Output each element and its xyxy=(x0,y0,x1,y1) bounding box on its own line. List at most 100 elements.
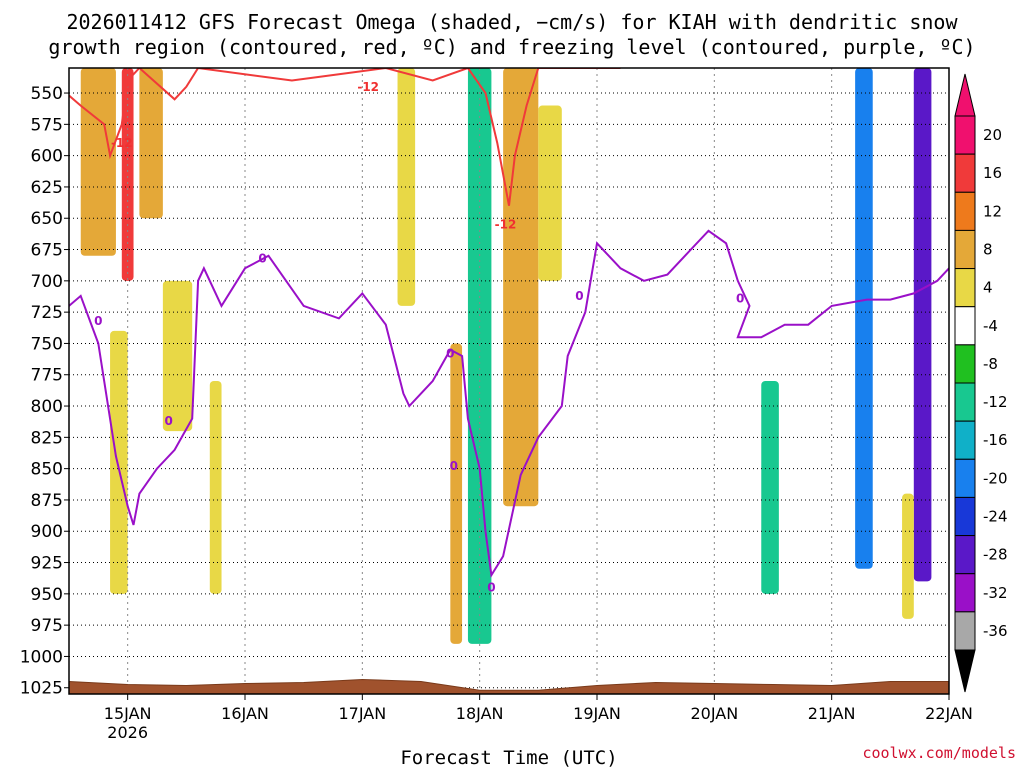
y-tick-label-975: 975 xyxy=(31,616,63,636)
colorbar-swatch-10 xyxy=(954,496,976,537)
y-tick-label-575: 575 xyxy=(31,115,63,135)
y-tick-label-775: 775 xyxy=(31,366,63,386)
freezing-contour-label: 0 xyxy=(575,289,583,303)
title-line-1: 2026011412 GFS Forecast Omega (shaded, −… xyxy=(66,10,958,34)
colorbar-swatch-0 xyxy=(954,115,976,155)
y-tick-label-700: 700 xyxy=(31,272,63,292)
omega-region-16 xyxy=(855,68,873,569)
colorbar-swatch-2 xyxy=(954,191,976,231)
y-tick-label-650: 650 xyxy=(31,209,63,229)
colorbar-swatch-9 xyxy=(954,458,976,498)
colorbar-label-7: -12 xyxy=(983,393,1008,411)
x-tick-label-16JAN: 16JAN xyxy=(221,704,269,723)
omega-region-11 xyxy=(467,68,492,644)
x-tick-label-15JAN: 15JAN xyxy=(104,704,152,723)
y-tick-label-800: 800 xyxy=(31,397,63,417)
y-tick-label-925: 925 xyxy=(31,554,63,574)
colorbar-label-4: 4 xyxy=(983,279,993,297)
omega-region-10 xyxy=(450,343,463,644)
y-tick-label-675: 675 xyxy=(31,241,63,261)
colorbar-swatch-1 xyxy=(954,153,976,193)
omega-region-7 xyxy=(350,218,363,432)
colorbar-label-11: -28 xyxy=(983,546,1008,564)
colorbar: 20 16 12 8 4 -4 -8 -12 -16 -20 -24 -28 -32 -36 xyxy=(954,73,1008,693)
x-tick-label-22JAN: 22JAN xyxy=(925,704,973,723)
y-tick-label-600: 600 xyxy=(31,147,63,167)
omega-region-13 xyxy=(538,105,562,281)
freezing-contour-label: 0 xyxy=(446,346,454,360)
x-tick-label-17JAN: 17JAN xyxy=(338,704,386,723)
plot-area: -12 -12 -12 0 0 0 0 0 0 0 0 xyxy=(69,68,949,694)
colorbar-label-1: 16 xyxy=(983,164,1002,182)
freezing-contour-label: 0 xyxy=(450,459,458,473)
colorbar-label-3: 8 xyxy=(983,241,993,259)
freezing-contour-label: 0 xyxy=(487,581,495,595)
colorbar-label-13: -36 xyxy=(983,622,1008,640)
colorbar-bottom-arrow xyxy=(954,649,976,693)
colorbar-swatch-11 xyxy=(954,535,976,575)
freezing-level-contour-line xyxy=(69,229,949,578)
colorbar-top-arrow xyxy=(954,73,976,117)
dgz-contour-line xyxy=(69,68,621,206)
plot-frame xyxy=(68,67,950,695)
x-tick-label-20JAN: 20JAN xyxy=(690,704,738,723)
colorbar-swatch-13 xyxy=(954,611,976,651)
terrain-fill xyxy=(69,678,949,694)
terrain-surface xyxy=(69,678,949,694)
colorbar-label-6: -8 xyxy=(983,355,998,373)
x-axis-label: Forecast Time (UTC) xyxy=(400,747,617,768)
omega-region-18 xyxy=(902,493,914,619)
y-tick-label-950: 950 xyxy=(31,585,63,605)
omega-region-8 xyxy=(397,68,416,306)
x-tick-label-21JAN: 21JAN xyxy=(808,704,856,723)
y-tick-label-1000: 1000 xyxy=(20,647,63,667)
omega-region-4 xyxy=(162,280,193,432)
omega-region-6 xyxy=(92,305,105,507)
y-tick-label-1025: 1025 xyxy=(20,679,63,699)
colorbar-swatch-7 xyxy=(954,382,976,422)
omega-region-15 xyxy=(761,381,779,594)
dgz-contour-label: -12 xyxy=(111,136,133,150)
dgz-contour-label: -12 xyxy=(495,218,517,232)
freezing-contour-label: 0 xyxy=(94,314,102,328)
watermark-text: coolwx.com/models xyxy=(862,744,1016,762)
omega-region-9 xyxy=(426,68,445,231)
contours: -12 -12 -12 0 0 0 0 0 0 0 0 xyxy=(69,68,949,595)
colorbar-label-2: 12 xyxy=(983,202,1002,220)
omega-region-5 xyxy=(209,381,222,594)
y-tick-label-550: 550 xyxy=(31,84,63,104)
freezing-contour-label: 0 xyxy=(258,251,266,265)
colorbar-swatch-3 xyxy=(954,229,976,270)
title-line-2: growth region (contoured, red, ºC) and f… xyxy=(48,35,975,59)
colorbar-swatch-6 xyxy=(954,344,976,384)
colorbar-label-12: -32 xyxy=(983,584,1008,602)
freezing-contour-label: 0 xyxy=(165,414,173,428)
y-tick-label-750: 750 xyxy=(31,334,63,354)
dgz-contour-label: -12 xyxy=(357,80,379,94)
y-tick-label-875: 875 xyxy=(31,491,63,511)
omega-region-3 xyxy=(110,330,128,594)
x-tick-label-19JAN: 19JAN xyxy=(573,704,621,723)
colorbar-label-10: -24 xyxy=(983,508,1008,526)
y-tick-label-625: 625 xyxy=(31,178,63,198)
pressure-axis: 550 575 600 625 650 675 700 725 750 775 800 825 850 8… xyxy=(20,84,69,699)
colorbar-swatch-4 xyxy=(954,268,976,308)
colorbar-label-0: 20 xyxy=(983,126,1002,144)
freezing-contour-label: 0 xyxy=(736,291,744,305)
colorbar-label-5: -4 xyxy=(983,317,998,335)
y-tick-label-900: 900 xyxy=(31,522,63,542)
colorbar-swatch-8 xyxy=(954,420,976,460)
colorbar-swatch-12 xyxy=(954,573,976,613)
y-tick-label-725: 725 xyxy=(31,303,63,323)
y-tick-label-825: 825 xyxy=(31,428,63,448)
omega-region-1 xyxy=(121,68,134,281)
x-tick-label-18JAN: 18JAN xyxy=(456,704,504,723)
omega-region-2 xyxy=(139,68,163,219)
time-axis: 15JAN 16JAN 17JAN 18JAN 19JAN 20JAN 21JAN 22JAN… xyxy=(104,694,973,742)
y-tick-label-850: 850 xyxy=(31,460,63,480)
colorbar-label-8: -16 xyxy=(983,431,1008,449)
omega-region-17 xyxy=(913,68,932,582)
colorbar-swatch-5 xyxy=(954,306,976,346)
chart-title: 2026011412 GFS Forecast Omega (shaded, −… xyxy=(48,10,975,59)
